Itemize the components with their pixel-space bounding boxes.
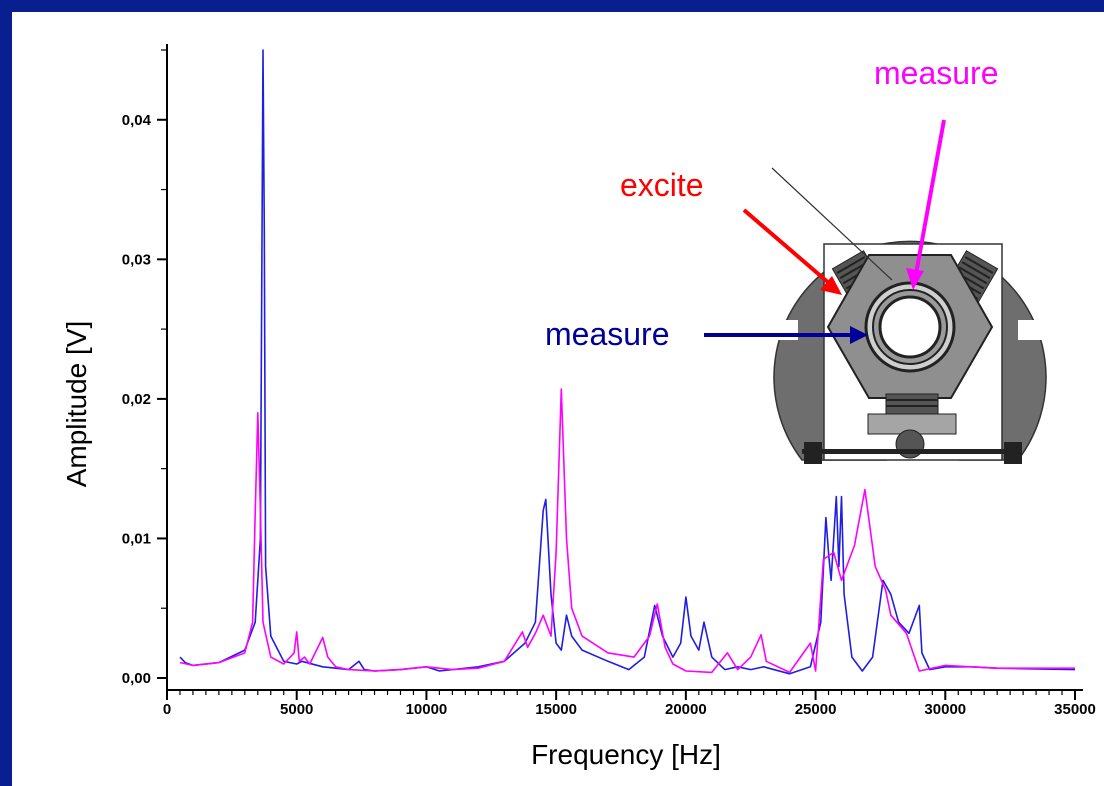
y-axis-title: Amplitude [V] [61,321,92,488]
y-tick-label: 0,03 [122,251,151,268]
measure-top-arrow [914,119,946,275]
y-tick-label: 0,04 [122,112,152,129]
series-layer [179,49,1075,675]
x-tick-label: 15000 [535,701,577,718]
excite-arrow [742,208,832,286]
x-tick-label: 20000 [665,701,707,718]
measure-left-label: measure [545,316,670,352]
pointer-line [771,167,893,281]
measure-top-label: measure [874,55,999,91]
y-tick-label: 0,00 [122,670,151,687]
top-slot-left [815,190,851,228]
series-line-1 [179,49,1075,675]
bearing-inner [878,295,942,359]
x-tick-label: 0 [163,701,171,718]
measure-left-arrowhead [850,326,868,344]
y-tick-label: 0,01 [122,530,151,547]
base-foot-right [1004,442,1022,464]
x-axis-title: Frequency [Hz] [531,739,721,770]
x-tick-label: 10000 [406,701,448,718]
slide-frame: 0 5000 10000 15000 20000 25000 30000 35000 0,00 0… [12,12,1104,786]
x-tick-label: 30000 [924,701,966,718]
rig-diagram: excite measure measure [545,55,1047,464]
spectrum-chart: 0 5000 10000 15000 20000 25000 30000 35000 0,00 0… [61,44,1096,770]
series-line-2 [179,388,1075,674]
chart-axes [157,44,1083,700]
mount-coil-windings [886,399,938,407]
x-tick-label: 35000 [1054,701,1096,718]
base-rail [802,449,1022,454]
x-tick-label: 5000 [280,701,313,718]
excite-label: excite [620,167,704,203]
mount-coil [885,393,939,415]
tick-labels: 0 5000 10000 15000 20000 25000 30000 35000 0,00 0… [122,112,1096,718]
y-tick-label: 0,02 [122,391,151,408]
top-slot-center [898,170,924,200]
x-tick-label: 25000 [795,701,837,718]
base-foot-left [804,442,822,464]
top-slot-right [969,190,1005,228]
excite-arrowhead [820,276,842,295]
measure-top-arrowhead [906,268,924,290]
side-slot-right [1018,320,1046,340]
